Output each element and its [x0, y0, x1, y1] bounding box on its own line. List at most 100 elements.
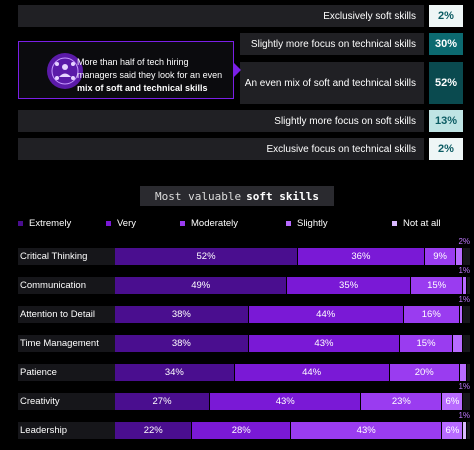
legend-item: Moderately [180, 218, 238, 229]
category-label: Attention to Detail [20, 309, 95, 320]
legend-item: Extremely [18, 218, 71, 229]
data-label: 27% [152, 396, 172, 407]
category-label: Leadership [20, 425, 68, 436]
data-label: 23% [391, 396, 411, 407]
team-network-icon [47, 53, 83, 89]
bar-segment: 6% [442, 422, 464, 439]
bar-segment [456, 248, 464, 265]
bar-segment: 43% [210, 393, 362, 410]
bar-segment: 28% [192, 422, 291, 439]
bar-row: Communication 49% 35% 15% [18, 277, 470, 294]
bar-segment: 35% [287, 277, 411, 294]
bar-segment: 23% [361, 393, 443, 410]
legend-swatch [106, 221, 111, 226]
bar-segment: 34% [115, 364, 235, 381]
legend-swatch [180, 221, 185, 226]
bar-segment: 38% [115, 306, 249, 323]
section-title-bold: soft skills [246, 189, 319, 203]
legend-label: Extremely [29, 218, 72, 229]
bar-row: Critical Thinking 52% 36% 9% [18, 248, 470, 265]
bar-segment: 38% [115, 335, 249, 352]
legend-label: Moderately [191, 218, 238, 229]
focus-row-label: Exclusively soft skills [18, 5, 424, 27]
legend-label: Slightly [297, 218, 328, 229]
focus-row-text: Exclusively soft skills [323, 10, 416, 22]
bar-segment: 44% [248, 306, 404, 323]
data-label: 20% [414, 367, 434, 378]
small-value-label: 1% [458, 382, 470, 391]
callout-text: More than half of tech hiring managers s… [77, 56, 225, 95]
focus-row-value: 2% [429, 138, 463, 160]
focus-row-label: An even mix of soft and technical skills [240, 62, 424, 104]
bar-segment [459, 306, 464, 323]
legend-item: Very [106, 218, 136, 229]
focus-row-text: An even mix of soft and technical skills [244, 77, 416, 89]
legend-swatch [18, 221, 23, 226]
data-label: 36% [351, 251, 371, 262]
data-label: 43% [314, 338, 334, 349]
category-label: Critical Thinking [20, 251, 88, 262]
legend-swatch [392, 221, 397, 226]
bar-segment: 22% [115, 422, 193, 439]
small-value-label: 1% [458, 266, 470, 275]
data-label: 38% [171, 338, 191, 349]
bar-row: Time Management 38% 43% 15% [18, 335, 470, 352]
data-label: 34% [164, 367, 184, 378]
bar-segment: 9% [424, 248, 457, 265]
data-label: 49% [191, 280, 211, 291]
data-label: 38% [171, 309, 191, 320]
focus-row-value: 13% [429, 110, 463, 132]
legend-item: Not at all [392, 218, 441, 229]
bar-row: Attention to Detail 38% 44% 16% [18, 306, 470, 323]
focus-row-value: 30% [429, 33, 463, 55]
bar-segment: 36% [298, 248, 425, 265]
focus-row-text: Exclusive focus on technical skills [266, 143, 416, 155]
bar-segment: 6% [442, 393, 464, 410]
focus-row-value: 2% [429, 5, 463, 27]
legend-item: Slightly [286, 218, 328, 229]
bar-segment: 52% [115, 248, 299, 265]
bar-segment [459, 364, 467, 381]
small-value-label: 2% [458, 237, 470, 246]
bar-segment [463, 422, 467, 439]
bar-segment [452, 335, 464, 352]
small-value-label: 1% [458, 295, 470, 304]
category-label: Time Management [20, 338, 99, 349]
bar-segment: 15% [400, 335, 453, 352]
bar-segment: 20% [389, 364, 460, 381]
section-title-prefix: Most valuable [155, 189, 242, 203]
data-label: 43% [356, 425, 376, 436]
bar-segment: 16% [403, 306, 460, 323]
legend-label: Very [117, 218, 137, 229]
data-label: 15% [427, 280, 447, 291]
data-label: 35% [339, 280, 359, 291]
data-label: 43% [275, 396, 295, 407]
callout-text-plain: More than half of tech hiring managers s… [77, 57, 223, 80]
bar-row: Creativity 27% 43% 23% 6% [18, 393, 470, 410]
data-label: 9% [433, 251, 447, 262]
legend-swatch [286, 221, 291, 226]
bar-segment: 43% [291, 422, 443, 439]
bar-segment: 43% [248, 335, 401, 352]
category-label: Communication [20, 280, 86, 291]
data-label: 52% [196, 251, 216, 262]
legend-label: Not at all [403, 218, 441, 229]
data-label: 44% [302, 367, 322, 378]
focus-row-label: Exclusive focus on technical skills [18, 138, 424, 160]
callout-box: More than half of tech hiring managers s… [18, 41, 234, 99]
data-label: 6% [445, 396, 460, 407]
section-title: Most valuable soft skills [140, 186, 334, 206]
category-label: Creativity [20, 396, 60, 407]
bar-segment: 15% [410, 277, 464, 294]
category-label: Patience [20, 367, 57, 378]
data-label: 28% [231, 425, 251, 436]
data-label: 6% [445, 425, 460, 436]
bar-segment: 49% [115, 277, 288, 294]
focus-row-text: Slightly more focus on soft skills [274, 115, 416, 127]
bar-segment [463, 277, 467, 294]
focus-row-label: Slightly more focus on soft skills [18, 110, 424, 132]
data-label: 44% [316, 309, 336, 320]
bar-row: Leadership 22% 28% 43% 6% [18, 422, 470, 439]
data-label: 15% [416, 338, 436, 349]
callout-text-bold: mix of soft and technical skills [77, 83, 208, 93]
